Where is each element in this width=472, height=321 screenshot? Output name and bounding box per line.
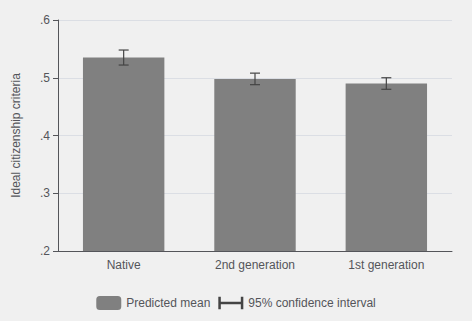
svg-text:Native: Native [107, 258, 141, 272]
svg-text:2nd generation: 2nd generation [215, 258, 295, 272]
svg-text:1st generation: 1st generation [348, 258, 424, 272]
svg-text:.4: .4 [40, 129, 50, 143]
svg-text:.3: .3 [40, 186, 50, 200]
svg-text:Predicted mean: Predicted mean [126, 296, 210, 310]
svg-text:.2: .2 [40, 244, 50, 258]
svg-text:Ideal citizenship criteria: Ideal citizenship criteria [9, 73, 23, 198]
svg-text:.6: .6 [40, 13, 50, 27]
svg-text:.5: .5 [40, 71, 50, 85]
svg-text:95% confidence interval: 95% confidence interval [248, 296, 375, 310]
